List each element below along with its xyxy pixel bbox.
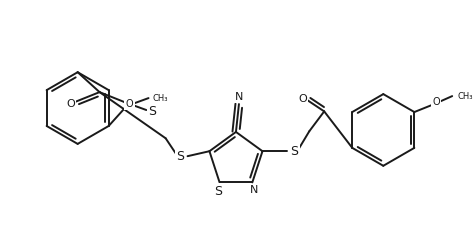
Text: O: O — [432, 97, 440, 107]
Text: N: N — [250, 185, 259, 195]
Text: CH₃: CH₃ — [457, 92, 473, 101]
Text: O: O — [126, 99, 133, 109]
Text: O: O — [298, 94, 307, 104]
Text: S: S — [149, 104, 156, 118]
Text: S: S — [176, 150, 184, 163]
Text: O: O — [66, 99, 75, 109]
Text: S: S — [215, 185, 223, 198]
Text: CH₃: CH₃ — [153, 94, 168, 103]
Text: N: N — [235, 92, 243, 102]
Text: S: S — [290, 145, 298, 158]
